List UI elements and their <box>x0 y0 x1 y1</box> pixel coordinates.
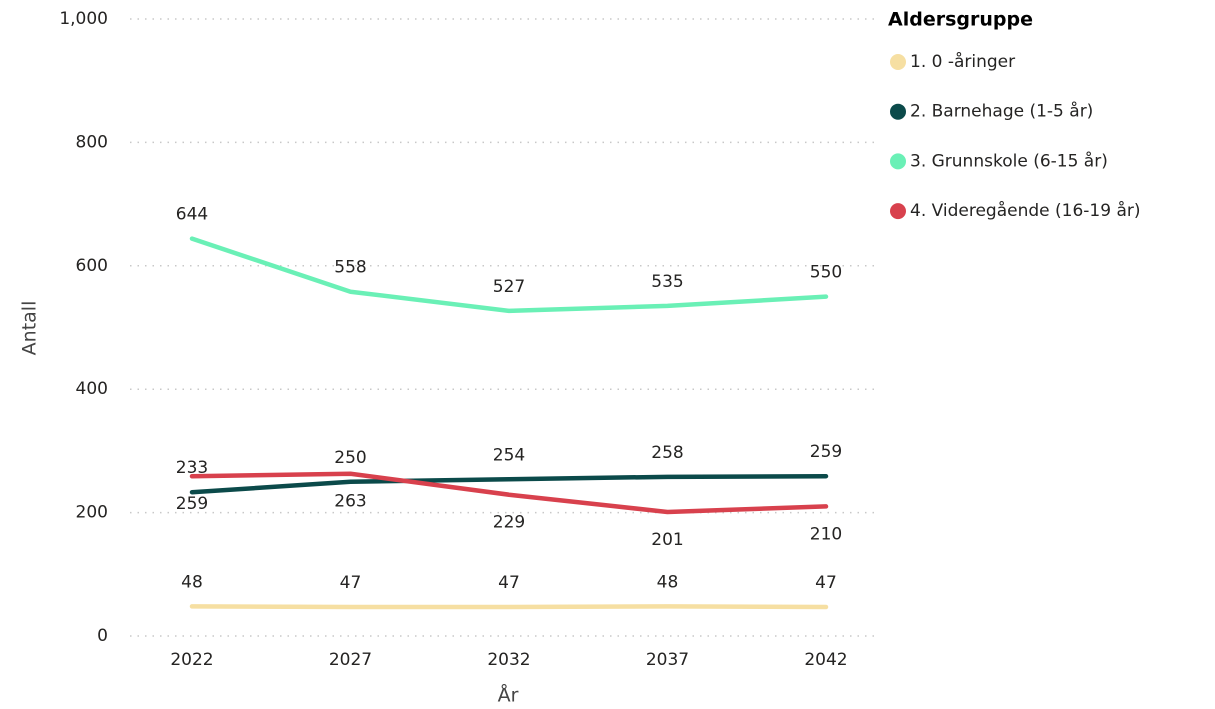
series-line <box>189 473 829 495</box>
legend-marker <box>890 103 906 120</box>
data-label: 263 <box>334 492 366 512</box>
legend-label: 2. Barnehage (1-5 år) <box>910 101 1093 122</box>
y-tick-label: 1,000 <box>59 9 108 29</box>
data-label: 48 <box>181 572 203 592</box>
legend-title: Aldersgruppe <box>888 9 1033 31</box>
y-axis-title: Antall <box>19 301 41 356</box>
data-label: 535 <box>651 272 683 292</box>
data-label: 47 <box>498 573 520 593</box>
y-tick-label: 400 <box>76 379 108 399</box>
legend-label: 4. Videregående (16-19 år) <box>910 200 1141 221</box>
x-tick-label: 2037 <box>646 650 689 670</box>
data-label: 47 <box>340 573 362 593</box>
series-line <box>189 236 829 314</box>
legend-label: 3. Grunnskole (6-15 år) <box>910 150 1108 171</box>
series-line <box>189 471 829 515</box>
data-label: 644 <box>176 205 208 225</box>
data-label: 258 <box>651 443 683 463</box>
x-tick-label: 2032 <box>487 650 530 670</box>
data-label: 47 <box>815 573 837 593</box>
data-label: 259 <box>810 442 842 462</box>
x-axis-title: År <box>498 684 519 707</box>
y-tick-label: 0 <box>97 626 108 646</box>
data-label: 254 <box>493 445 525 465</box>
y-tick-label: 600 <box>76 256 108 276</box>
data-label: 527 <box>493 277 525 297</box>
data-label: 250 <box>334 448 366 468</box>
series-line <box>189 604 829 610</box>
data-label: 210 <box>810 524 842 544</box>
legend-marker <box>890 54 906 70</box>
data-label: 233 <box>176 458 208 478</box>
legend-marker <box>890 203 906 220</box>
legend-label: 1. 0 -åringer <box>910 51 1015 72</box>
y-tick-label: 200 <box>76 503 108 523</box>
legend-marker <box>890 153 906 170</box>
x-tick-label: 2027 <box>329 650 372 670</box>
x-tick-label: 2022 <box>170 650 213 670</box>
data-label: 48 <box>657 572 679 592</box>
data-label: 259 <box>176 494 208 514</box>
data-label: 550 <box>810 263 842 283</box>
data-label: 201 <box>651 530 683 550</box>
x-tick-label: 2042 <box>804 650 847 670</box>
y-tick-label: 800 <box>76 132 108 152</box>
data-label: 558 <box>334 258 366 278</box>
data-label: 229 <box>493 513 525 533</box>
